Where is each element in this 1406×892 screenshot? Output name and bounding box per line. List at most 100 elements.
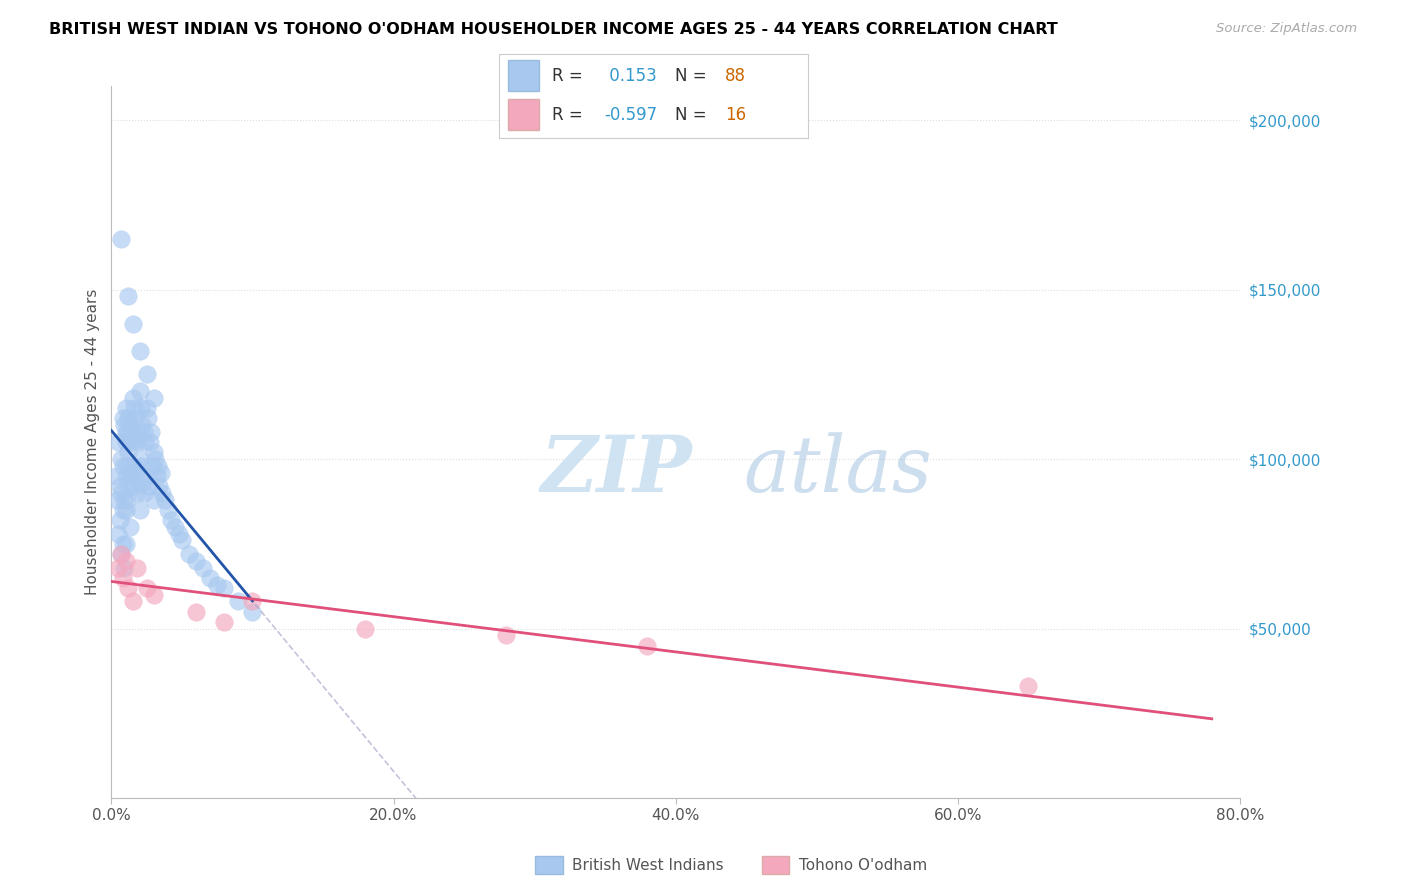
Point	[120, 469, 142, 483]
Point	[117, 581, 139, 595]
Point	[142, 391, 165, 405]
Point	[163, 520, 186, 534]
Point	[129, 458, 152, 473]
Text: R =: R =	[551, 67, 588, 85]
Point	[191, 560, 214, 574]
Point	[354, 622, 377, 636]
Point	[128, 503, 150, 517]
Point	[114, 401, 136, 416]
Point	[135, 401, 157, 416]
Point	[111, 537, 134, 551]
Point	[111, 458, 134, 473]
Point	[104, 469, 127, 483]
Point	[107, 435, 129, 450]
Text: N =: N =	[675, 67, 713, 85]
Point	[228, 594, 250, 608]
Point	[159, 513, 181, 527]
Point	[135, 469, 157, 483]
Legend: British West Indians, Tohono O'odham: British West Indians, Tohono O'odham	[529, 850, 934, 880]
Point	[120, 418, 142, 433]
Point	[112, 492, 135, 507]
Point	[142, 492, 165, 507]
Point	[117, 479, 139, 493]
Point	[111, 571, 134, 585]
Point	[108, 513, 131, 527]
Point	[242, 594, 264, 608]
Point	[117, 411, 139, 425]
Bar	[509, 61, 540, 91]
Point	[110, 547, 132, 561]
Point	[115, 458, 138, 473]
Point	[134, 435, 156, 450]
Point	[214, 615, 236, 629]
Text: 88: 88	[725, 67, 747, 85]
Point	[108, 479, 131, 493]
Point	[132, 486, 155, 500]
Point	[129, 401, 152, 416]
Point	[114, 554, 136, 568]
Point	[121, 391, 143, 405]
Point	[118, 432, 141, 446]
Text: Source: ZipAtlas.com: Source: ZipAtlas.com	[1216, 22, 1357, 36]
Point	[184, 605, 207, 619]
Y-axis label: Householder Income Ages 25 - 44 years: Householder Income Ages 25 - 44 years	[86, 289, 100, 595]
Point	[124, 411, 146, 425]
Point	[127, 435, 149, 450]
Point	[111, 503, 134, 517]
Point	[136, 411, 159, 425]
Point	[146, 458, 169, 473]
Point	[143, 452, 166, 467]
Point	[128, 452, 150, 467]
Point	[142, 588, 165, 602]
Point	[124, 469, 146, 483]
Point	[107, 560, 129, 574]
Point	[141, 458, 163, 473]
Point	[184, 554, 207, 568]
Text: R =: R =	[551, 105, 588, 123]
Point	[131, 475, 153, 490]
Point	[149, 466, 172, 480]
Point	[110, 486, 132, 500]
Text: 16: 16	[725, 105, 747, 123]
Point	[121, 479, 143, 493]
Text: ZIP: ZIP	[540, 433, 692, 509]
Point	[128, 343, 150, 358]
Point	[637, 639, 659, 653]
Point	[177, 547, 200, 561]
Point	[170, 533, 193, 548]
Point	[135, 368, 157, 382]
Text: atlas: atlas	[744, 433, 932, 508]
Point	[132, 425, 155, 439]
Point	[205, 577, 228, 591]
Point	[136, 479, 159, 493]
Point	[145, 469, 167, 483]
Point	[114, 435, 136, 450]
Point	[107, 526, 129, 541]
Point	[148, 479, 170, 493]
Point	[122, 401, 145, 416]
Point	[198, 571, 221, 585]
Point	[112, 418, 135, 433]
Text: 0.153: 0.153	[605, 67, 657, 85]
Point	[214, 581, 236, 595]
Point	[142, 445, 165, 459]
Point	[121, 435, 143, 450]
Point	[110, 547, 132, 561]
Point	[139, 425, 162, 439]
Point	[118, 466, 141, 480]
Point	[150, 486, 173, 500]
Text: BRITISH WEST INDIAN VS TOHONO O'ODHAM HOUSEHOLDER INCOME AGES 25 - 44 YEARS CORR: BRITISH WEST INDIAN VS TOHONO O'ODHAM HO…	[49, 22, 1057, 37]
Point	[112, 560, 135, 574]
Point	[110, 232, 132, 246]
Point	[128, 384, 150, 399]
Point	[117, 289, 139, 303]
Point	[114, 503, 136, 517]
Point	[115, 492, 138, 507]
Point	[118, 520, 141, 534]
Point	[131, 418, 153, 433]
Point	[153, 492, 176, 507]
Point	[138, 435, 160, 450]
Point	[125, 425, 148, 439]
Point	[122, 458, 145, 473]
Point	[167, 526, 190, 541]
